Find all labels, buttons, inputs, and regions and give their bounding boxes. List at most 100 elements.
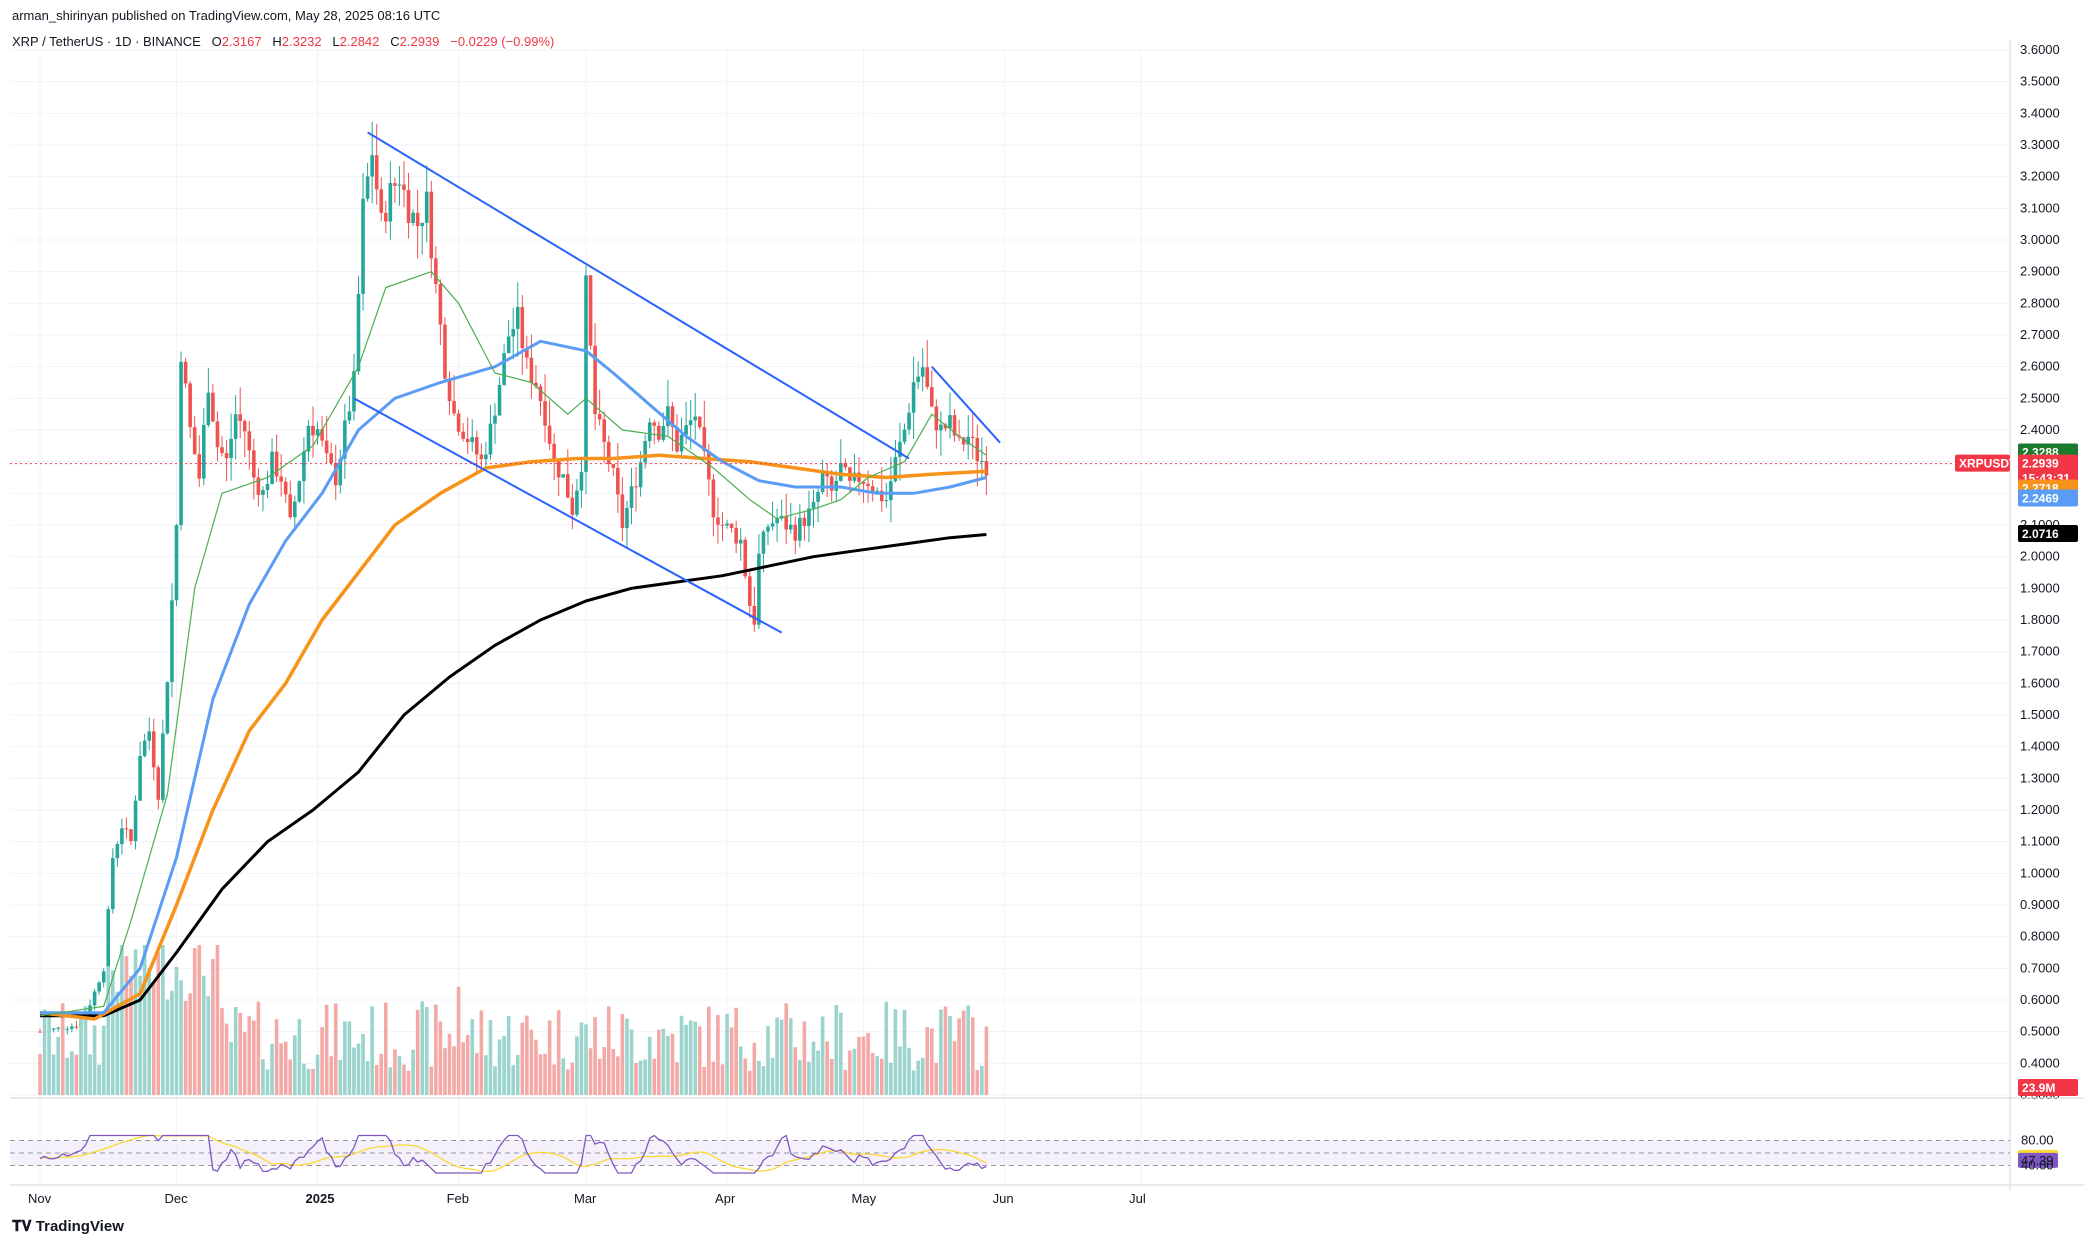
volume-bar [88, 1054, 92, 1095]
candle-body [124, 828, 129, 830]
volume-bar [502, 1036, 506, 1095]
candle-body [374, 155, 379, 190]
candle-body [306, 425, 311, 452]
volume-bar [807, 1061, 811, 1095]
candle-body [793, 524, 798, 541]
candle-body [502, 353, 506, 385]
volume-bar [456, 986, 461, 1095]
candle-body [452, 401, 456, 414]
volume-bar [270, 1043, 274, 1095]
candle-body [970, 436, 975, 439]
high-label: H [272, 34, 282, 49]
volume-bar [952, 1041, 957, 1095]
volume-bar [224, 1023, 229, 1095]
volume-bar [966, 1005, 970, 1095]
candle-body [907, 412, 911, 430]
x-tick-label: May [852, 1191, 877, 1206]
candle-body [870, 486, 875, 493]
candle-body [597, 414, 602, 420]
volume-bar [142, 945, 147, 1095]
y-tick-label: 1.7000 [2020, 644, 2060, 659]
candle-body [702, 427, 707, 452]
volume-bar [784, 1003, 788, 1095]
change-value: −0.0229 (−0.99%) [450, 34, 555, 49]
volume-bar [147, 968, 151, 1095]
volume-bar [384, 1002, 388, 1095]
candle-body [506, 336, 511, 354]
candle-body [393, 183, 397, 186]
volume-bar [101, 1025, 106, 1095]
volume-bar [447, 1033, 452, 1095]
candle-body [875, 490, 879, 493]
price-tag-label: 23.9M [2022, 1081, 2055, 1095]
ma-20-line [39, 271, 987, 1017]
candle-body [384, 212, 388, 222]
candle-body [743, 539, 748, 577]
volume-bar [415, 1009, 420, 1095]
candle-body [966, 436, 970, 445]
candle-body [379, 189, 384, 213]
volume-bar [575, 1036, 579, 1095]
candle-body [520, 306, 525, 348]
tradingview-logo-icon: 𝐓𝐕 [12, 1218, 32, 1235]
open-value: 2.3167 [221, 34, 262, 49]
y-tick-label: 0.7000 [2020, 960, 2060, 975]
candle-body [757, 553, 761, 625]
candle-body [456, 413, 461, 432]
volume-bar [111, 970, 115, 1095]
y-tick-label: 0.5000 [2020, 1024, 2060, 1039]
volume-bar [625, 1018, 629, 1095]
volume-bar [297, 1019, 302, 1095]
candle-body [156, 767, 161, 800]
volume-bar [256, 1001, 261, 1095]
candle-body [74, 1026, 79, 1028]
volume-bar [825, 1041, 829, 1095]
volume-bar [679, 1015, 684, 1095]
volume-bar [506, 1015, 511, 1095]
volume-bar [839, 1012, 843, 1095]
candle-body [420, 222, 424, 227]
candle-body [315, 429, 320, 436]
price-tag [2018, 454, 2078, 472]
candle-body [424, 191, 429, 223]
volume-bar [470, 1019, 475, 1095]
candle-body [147, 731, 151, 741]
volume-bar [889, 1062, 893, 1095]
volume-bar [165, 999, 170, 1095]
volume-bar [329, 1056, 333, 1095]
trendline [931, 365, 1001, 444]
volume-bar [798, 1060, 802, 1095]
volume-bar [606, 1006, 611, 1095]
candle-body [802, 517, 807, 526]
y-tick-label: 1.3000 [2020, 770, 2060, 785]
y-tick-label: 3.2000 [2020, 169, 2060, 184]
candle-body [634, 486, 638, 488]
candle-body [488, 423, 493, 455]
volume-bar [302, 1063, 306, 1095]
symbol-name[interactable]: XRP / TetherUS · 1D · BINANCE [12, 34, 201, 49]
candle-body [816, 491, 820, 502]
candle-body [70, 1026, 74, 1029]
tradingview-logo-text: TradingView [35, 1218, 124, 1235]
candle-body [925, 367, 930, 387]
candle-body [829, 476, 834, 491]
tradingview-logo[interactable]: 𝐓𝐕 TradingView [12, 1218, 124, 1235]
candle-body [402, 184, 406, 190]
trendline [353, 397, 783, 634]
volume-bar [411, 1049, 415, 1095]
candle-body [720, 524, 725, 526]
volume-bar [866, 1032, 870, 1095]
candle-body [115, 844, 120, 859]
volume-bar [365, 1061, 370, 1095]
candle-body [470, 437, 475, 443]
candle-body [629, 486, 634, 508]
volume-bar [711, 1061, 716, 1095]
volume-bar [92, 1025, 97, 1095]
candle-body [406, 189, 411, 224]
volume-bar [675, 1062, 679, 1095]
candle-body [552, 443, 556, 459]
volume-bar [925, 1027, 930, 1095]
y-tick-label: 3.0000 [2020, 232, 2060, 247]
candle-body [657, 425, 661, 440]
